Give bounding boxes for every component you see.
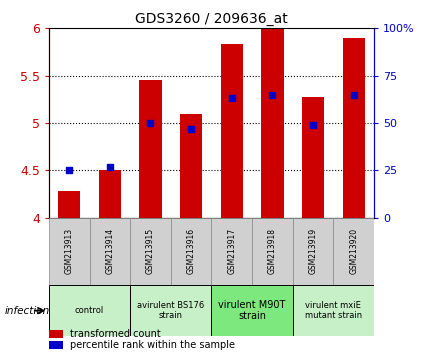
Point bbox=[188, 126, 195, 132]
Text: GSM213916: GSM213916 bbox=[187, 228, 196, 274]
Text: percentile rank within the sample: percentile rank within the sample bbox=[70, 340, 235, 350]
Text: GSM213914: GSM213914 bbox=[105, 228, 114, 274]
Bar bbox=[211, 285, 293, 336]
Point bbox=[147, 120, 154, 126]
Bar bbox=[252, 218, 293, 285]
Text: transformed count: transformed count bbox=[70, 329, 160, 339]
Point bbox=[269, 92, 276, 97]
Bar bbox=[49, 330, 63, 338]
Bar bbox=[99, 170, 121, 218]
Text: GSM213919: GSM213919 bbox=[309, 228, 317, 274]
Text: GSM213917: GSM213917 bbox=[227, 228, 236, 274]
Bar bbox=[293, 218, 333, 285]
Bar bbox=[130, 285, 211, 336]
Bar bbox=[343, 38, 365, 218]
Point bbox=[228, 96, 235, 101]
Title: GDS3260 / 209636_at: GDS3260 / 209636_at bbox=[135, 12, 288, 26]
Point bbox=[350, 92, 357, 97]
Text: virulent mxiE
mutant strain: virulent mxiE mutant strain bbox=[305, 301, 362, 320]
Point bbox=[106, 164, 113, 170]
Bar bbox=[171, 218, 211, 285]
Bar bbox=[49, 341, 63, 349]
Point bbox=[66, 167, 73, 173]
Bar bbox=[139, 80, 162, 218]
Bar bbox=[130, 218, 171, 285]
Bar bbox=[49, 218, 90, 285]
Text: GSM213915: GSM213915 bbox=[146, 228, 155, 274]
Text: avirulent BS176
strain: avirulent BS176 strain bbox=[137, 301, 204, 320]
Text: infection: infection bbox=[4, 306, 49, 316]
Bar bbox=[180, 114, 202, 218]
Point bbox=[310, 122, 317, 128]
Bar bbox=[261, 28, 283, 218]
Bar bbox=[211, 218, 252, 285]
Text: GSM213913: GSM213913 bbox=[65, 228, 74, 274]
Text: GSM213918: GSM213918 bbox=[268, 228, 277, 274]
Bar bbox=[49, 285, 130, 336]
Text: virulent M90T
strain: virulent M90T strain bbox=[218, 300, 286, 321]
Bar bbox=[333, 218, 374, 285]
Bar bbox=[58, 191, 80, 218]
Bar bbox=[302, 97, 324, 218]
Bar bbox=[90, 218, 130, 285]
Text: control: control bbox=[75, 306, 104, 315]
Bar bbox=[221, 44, 243, 218]
Text: GSM213920: GSM213920 bbox=[349, 228, 358, 274]
Bar bbox=[293, 285, 374, 336]
